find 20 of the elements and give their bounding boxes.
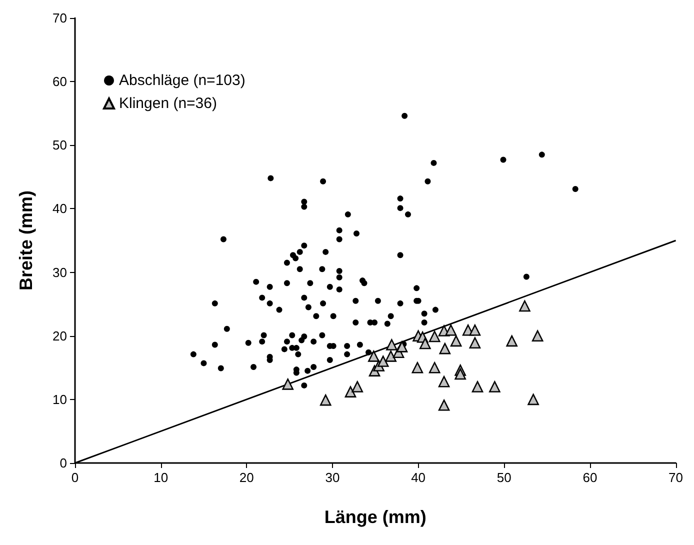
y-tick-label: 40 — [52, 201, 67, 216]
x-tick-label: 20 — [239, 470, 254, 485]
x-tick-label: 50 — [496, 470, 512, 485]
legend-label: Abschläge (n=103) — [119, 72, 246, 89]
y-axis-title: Breite (mm) — [16, 190, 36, 291]
x-tick-label: 0 — [71, 470, 79, 485]
x-tick-label: 10 — [154, 470, 168, 485]
x-tick-label: 70 — [668, 470, 684, 485]
x-axis-title: Länge (mm) — [324, 507, 426, 527]
y-tick-label: 50 — [52, 138, 67, 153]
legend-label: Klingen (n=36) — [119, 95, 217, 112]
x-tick-label: 60 — [582, 470, 598, 485]
x-tick-label: 40 — [411, 470, 426, 485]
y-tick-label: 20 — [52, 328, 67, 344]
y-tick-label: 0 — [60, 456, 67, 470]
y-tick-label: 60 — [52, 74, 67, 90]
y-tick-label: 10 — [52, 392, 67, 407]
y-tick-label: 70 — [52, 10, 67, 26]
y-tick-label: 30 — [52, 264, 67, 280]
x-tick-label: 30 — [325, 470, 340, 485]
